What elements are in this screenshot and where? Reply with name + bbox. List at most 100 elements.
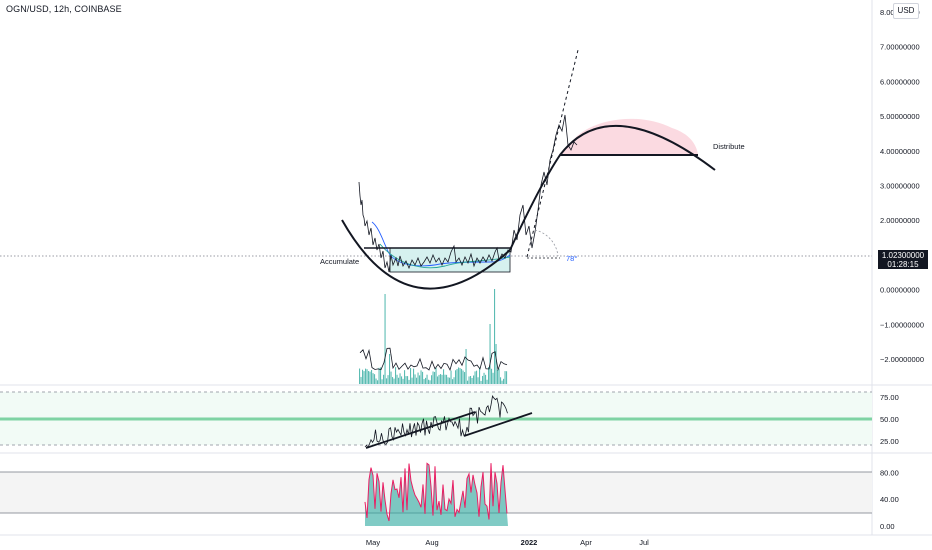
price-series-line bbox=[358, 114, 578, 273]
volume-bar bbox=[371, 370, 373, 384]
volume-bar bbox=[483, 372, 485, 384]
volume-bar bbox=[506, 371, 508, 384]
volume-bar bbox=[368, 371, 370, 384]
breakout-curve bbox=[509, 124, 716, 251]
volume-bar bbox=[492, 372, 494, 384]
volume-bar bbox=[462, 370, 464, 384]
volume-bar bbox=[446, 374, 448, 384]
volume-bar bbox=[405, 376, 407, 384]
volume-bar bbox=[387, 375, 389, 384]
volume-bar bbox=[381, 379, 383, 384]
time-axis-tick: 2022 bbox=[521, 538, 538, 547]
volume-bar bbox=[374, 374, 376, 384]
volume-bar bbox=[497, 369, 499, 384]
last-price-value: 1.02300000 bbox=[881, 251, 925, 260]
volume-bar bbox=[422, 371, 424, 384]
volume-bar bbox=[360, 376, 362, 384]
volume-bar bbox=[465, 349, 467, 384]
price-axis-tick: 4.00000000 bbox=[880, 147, 920, 156]
volume-bar bbox=[404, 370, 406, 384]
currency-badge[interactable]: USD bbox=[893, 3, 919, 19]
time-axis-tick: May bbox=[366, 538, 380, 547]
volume-bar bbox=[365, 368, 367, 384]
price-axis-tick: 0.00000000 bbox=[880, 286, 920, 295]
distribute-zone bbox=[560, 118, 698, 154]
volume-bar bbox=[389, 354, 391, 384]
volume-bar bbox=[378, 367, 380, 384]
volume-bar bbox=[359, 368, 361, 384]
trend-angle-arc bbox=[534, 229, 559, 257]
volume-bar bbox=[428, 379, 430, 384]
volume-bar bbox=[395, 367, 397, 384]
volume-bar bbox=[369, 371, 371, 384]
volume-bar bbox=[449, 377, 451, 384]
price-axis-tick: 7.00000000 bbox=[880, 43, 920, 52]
volume-bar bbox=[399, 373, 401, 384]
last-price-tag: 1.02300000 01:28:15 bbox=[878, 250, 928, 269]
volume-bars bbox=[359, 289, 508, 384]
volume-bar bbox=[431, 375, 433, 384]
volume-bar bbox=[425, 377, 427, 384]
volume-bar bbox=[426, 374, 428, 384]
stoch-k-line bbox=[364, 462, 508, 522]
volume-bar bbox=[486, 379, 488, 384]
volume-bar bbox=[363, 371, 365, 384]
volume-bar bbox=[386, 378, 388, 384]
bar-countdown: 01:28:15 bbox=[887, 260, 919, 269]
rsi-trendline-2 bbox=[463, 412, 533, 437]
price-axis-tick: 3.00000000 bbox=[880, 182, 920, 191]
stoch-axis-tick: 0.00 bbox=[880, 522, 895, 531]
volume-bar bbox=[423, 379, 425, 384]
volume-bar bbox=[471, 377, 473, 384]
volume-bar bbox=[407, 376, 409, 384]
volume-bar bbox=[489, 324, 491, 384]
volume-bar bbox=[390, 371, 392, 384]
volume-bar bbox=[443, 369, 445, 384]
volume-bar bbox=[410, 368, 412, 384]
volume-bar bbox=[383, 374, 385, 384]
volume-bar bbox=[464, 372, 466, 384]
angle-label: 78° bbox=[566, 254, 577, 263]
volume-bar bbox=[392, 377, 394, 384]
volume-bar bbox=[419, 375, 421, 384]
volume-bar bbox=[372, 373, 374, 384]
volume-bar bbox=[470, 375, 472, 384]
volume-bar bbox=[491, 368, 493, 384]
volume-bar bbox=[476, 370, 478, 384]
volume-bar bbox=[500, 377, 502, 384]
rsi-axis-tick: 75.00 bbox=[880, 393, 899, 402]
volume-bar bbox=[453, 377, 455, 384]
volume-ma-line bbox=[359, 347, 508, 372]
volume-bar bbox=[461, 368, 463, 384]
volume-bar bbox=[396, 374, 398, 384]
rsi-line bbox=[364, 394, 508, 449]
rsi-axis-tick: 50.00 bbox=[880, 415, 899, 424]
time-axis-tick: Aug bbox=[425, 538, 438, 547]
volume-bar bbox=[468, 376, 470, 384]
time-axis-tick: Apr bbox=[580, 538, 592, 547]
symbol-title[interactable]: OGN/USD, 12h, COINBASE bbox=[6, 4, 122, 14]
volume-bar bbox=[414, 374, 416, 384]
cup-curve bbox=[341, 219, 511, 290]
volume-bar bbox=[435, 367, 437, 384]
volume-bar bbox=[413, 368, 415, 384]
volume-bar bbox=[504, 371, 506, 384]
volume-bar bbox=[473, 375, 475, 384]
volume-bar bbox=[441, 374, 443, 384]
volume-bar bbox=[416, 377, 418, 384]
accumulate-label: Accumulate bbox=[320, 257, 359, 266]
stoch-d-fill bbox=[365, 463, 508, 526]
price-axis-tick: 5.00000000 bbox=[880, 112, 920, 121]
volume-bar bbox=[495, 344, 497, 384]
volume-bar bbox=[485, 374, 487, 384]
volume-bar bbox=[456, 368, 458, 384]
volume-bar bbox=[377, 380, 379, 384]
price-axis-tick: 2.00000000 bbox=[880, 216, 920, 225]
volume-bar bbox=[429, 380, 431, 384]
volume-bar bbox=[479, 367, 481, 384]
price-axis-tick: −2.00000000 bbox=[880, 355, 924, 364]
rsi-axis-tick: 25.00 bbox=[880, 437, 899, 446]
volume-bar bbox=[452, 379, 454, 384]
volume-bar bbox=[501, 380, 503, 384]
